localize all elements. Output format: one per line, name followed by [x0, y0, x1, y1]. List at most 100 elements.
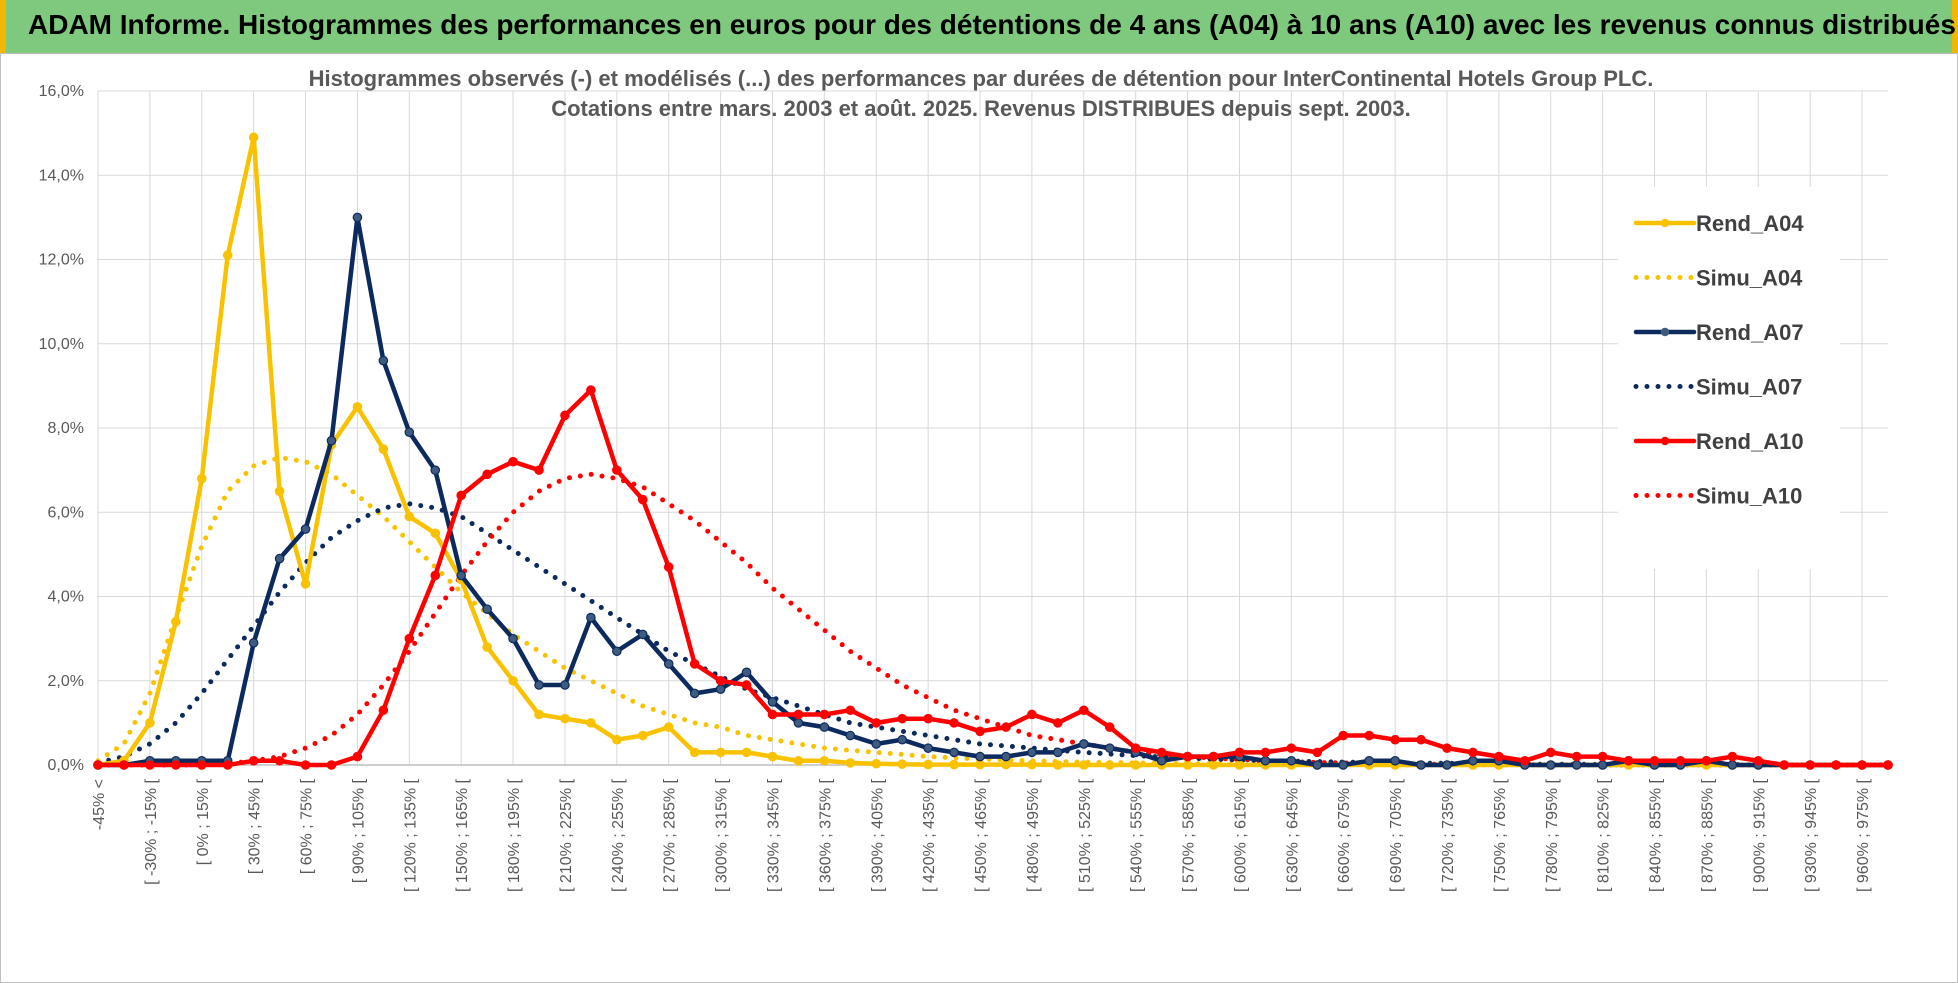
- data-point: [1053, 747, 1063, 758]
- x-tick-label: [ 660% ; 675% [: [1336, 778, 1353, 892]
- data-point: [1416, 734, 1426, 745]
- x-tick-label: [ 330% ; 345% [: [765, 778, 782, 892]
- x-tick-label: [ 150% ; 165% [: [454, 778, 471, 892]
- data-point: [1805, 760, 1815, 770]
- data-point: [300, 579, 311, 589]
- legend-label: Simu_A07: [1696, 375, 1802, 400]
- x-tick-label: [ 300% ; 315% [: [714, 778, 731, 892]
- data-point: [871, 718, 882, 728]
- data-point: [1468, 747, 1478, 758]
- data-point: [975, 759, 985, 770]
- x-tick-label: [ 270% ; 285% [: [662, 778, 679, 892]
- data-point: [248, 638, 259, 648]
- legend-item-rend_a07: Rend_A07: [1633, 320, 1804, 345]
- x-tick-label: [ 510% ; 525% [: [1077, 778, 1094, 892]
- data-point: [637, 730, 648, 741]
- data-point: [819, 722, 830, 732]
- legend-marker: [1660, 327, 1670, 337]
- data-point: [352, 212, 363, 223]
- x-tick-label: [ 540% ; 555% [: [1129, 778, 1146, 892]
- y-tick-label: 8,0%: [48, 420, 84, 437]
- data-point: [378, 705, 389, 716]
- data-point: [871, 739, 882, 749]
- data-point: [715, 747, 726, 758]
- data-point: [1390, 755, 1400, 766]
- data-point: [1468, 755, 1478, 766]
- data-point: [819, 755, 830, 766]
- data-point: [1779, 760, 1790, 770]
- data-point: [741, 680, 752, 690]
- x-tick-label: [ 810% ; 825% [: [1596, 778, 1613, 892]
- x-tick-label: [ 360% ; 375% [: [817, 778, 834, 892]
- data-point: [1623, 755, 1634, 766]
- data-point: [456, 490, 466, 501]
- data-point: [1571, 760, 1582, 770]
- data-point: [637, 494, 648, 505]
- data-point: [1571, 751, 1582, 762]
- data-point: [222, 250, 233, 261]
- x-tick-label: -45% <: [91, 779, 108, 830]
- legend-item-simu_a07: Simu_A07: [1633, 375, 1802, 400]
- series-line-rend_a07: [95, 215, 1891, 768]
- data-point: [871, 758, 882, 769]
- data-point: [1727, 760, 1738, 770]
- legend-marker: [1660, 436, 1670, 446]
- data-point: [1597, 751, 1608, 762]
- data-point: [1130, 743, 1141, 753]
- data-point: [145, 718, 155, 728]
- data-point: [534, 465, 544, 475]
- data-point: [586, 718, 596, 728]
- data-point: [1104, 743, 1115, 753]
- banner: ADAM Informe. Histogrammes des performan…: [0, 0, 1958, 53]
- data-point: [975, 726, 985, 737]
- data-point: [949, 747, 959, 758]
- x-tick-labels: -45% < [ -30% ; -15% [[ 0% ; 15% [[ 30% ;…: [91, 778, 1872, 892]
- data-point: [1182, 751, 1193, 762]
- data-point: [274, 553, 285, 564]
- x-tick-label: [ 720% ; 735% [: [1440, 778, 1457, 892]
- data-point: [1416, 760, 1426, 770]
- x-tick-label: [ 960% ; 975% [: [1855, 778, 1872, 892]
- legend-item-simu_a04: Simu_A04: [1633, 266, 1803, 291]
- data-point: [1001, 759, 1011, 770]
- data-point: [482, 642, 492, 652]
- data-point: [1208, 760, 1219, 770]
- data-point: [248, 755, 259, 766]
- data-point: [1053, 760, 1063, 770]
- data-point: [430, 465, 441, 475]
- data-point: [689, 688, 700, 699]
- series-line-simu_a04: [95, 455, 1891, 768]
- data-point: [923, 743, 933, 753]
- data-point: [1494, 751, 1504, 762]
- data-point: [1520, 755, 1530, 766]
- x-tick-label: [ -30% ; -15% [: [143, 778, 160, 884]
- data-point: [767, 751, 778, 762]
- data-point: [404, 427, 415, 438]
- data-point: [1675, 755, 1686, 766]
- data-point: [586, 612, 596, 623]
- series-layer: [93, 132, 1893, 770]
- data-point: [949, 759, 959, 770]
- data-point: [1182, 760, 1193, 770]
- data-point: [326, 760, 337, 770]
- data-point: [897, 713, 908, 724]
- data-point: [145, 760, 155, 770]
- y-tick-label: 0,0%: [48, 757, 84, 774]
- data-point: [1027, 709, 1037, 720]
- data-point: [1597, 760, 1608, 770]
- data-point: [456, 570, 466, 581]
- chart-subtitle: Cotations entre mars. 2003 et août. 2025…: [551, 96, 1411, 121]
- data-point: [482, 469, 492, 480]
- data-point: [1078, 705, 1089, 716]
- data-point: [508, 675, 518, 686]
- data-point: [1130, 760, 1141, 770]
- data-point: [767, 709, 778, 720]
- data-point: [1260, 755, 1271, 766]
- data-point: [404, 511, 415, 522]
- data-point: [534, 709, 544, 720]
- data-point: [1442, 743, 1452, 753]
- data-point: [1234, 747, 1245, 758]
- data-point: [715, 684, 726, 694]
- data-point: [196, 760, 207, 770]
- x-tick-label: [ 240% ; 255% [: [610, 778, 627, 892]
